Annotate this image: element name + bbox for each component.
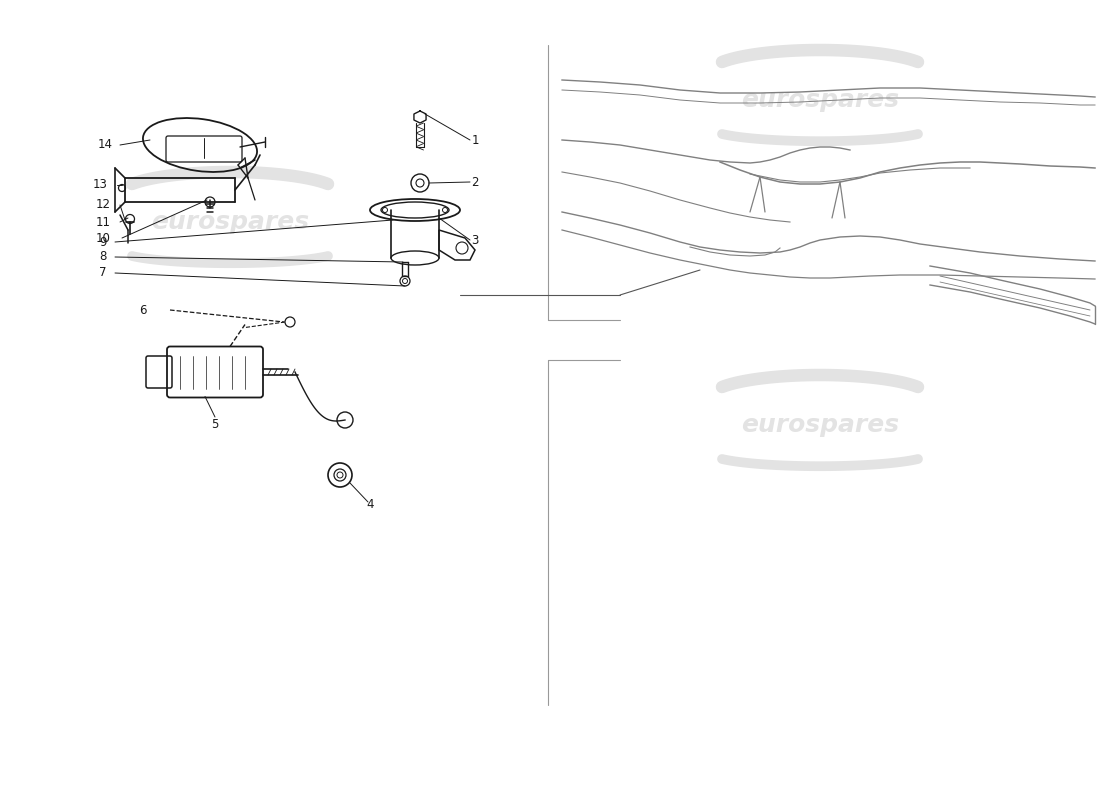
Text: 7: 7 — [99, 266, 107, 279]
Text: eurospares: eurospares — [741, 413, 899, 437]
Text: 4: 4 — [366, 498, 374, 511]
Text: 2: 2 — [471, 175, 478, 189]
Text: 10: 10 — [96, 231, 110, 245]
Text: 8: 8 — [99, 250, 107, 263]
Text: 9: 9 — [99, 235, 107, 249]
Text: 3: 3 — [471, 234, 478, 246]
Text: 1: 1 — [471, 134, 478, 146]
Text: 14: 14 — [98, 138, 112, 151]
Text: eurospares: eurospares — [151, 210, 309, 234]
Text: 11: 11 — [96, 215, 110, 229]
Text: 13: 13 — [92, 178, 108, 191]
Text: 12: 12 — [96, 198, 110, 211]
Text: 5: 5 — [211, 418, 219, 431]
Text: 6: 6 — [140, 303, 146, 317]
Text: eurospares: eurospares — [741, 88, 899, 112]
